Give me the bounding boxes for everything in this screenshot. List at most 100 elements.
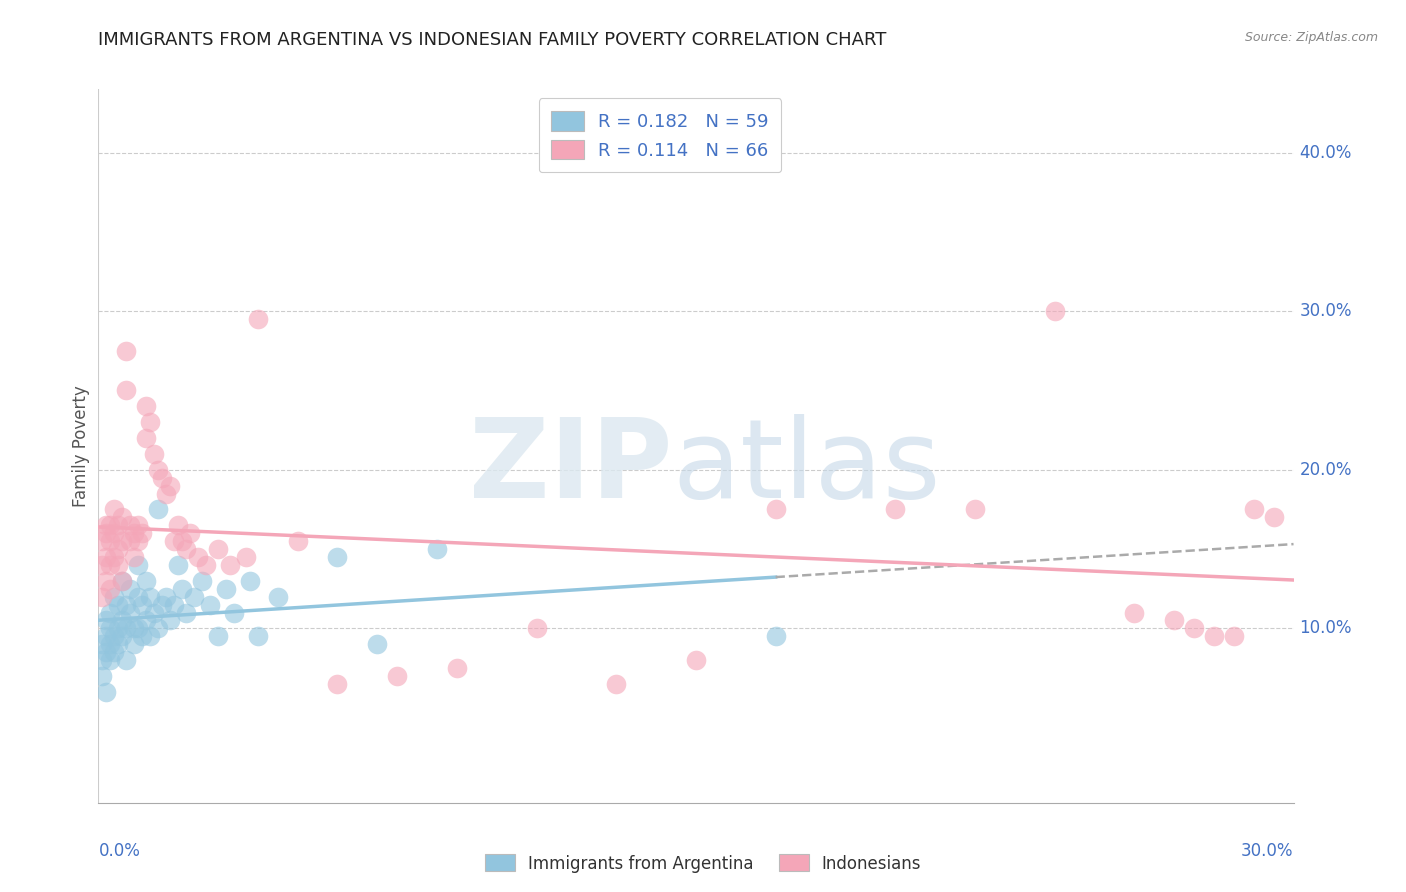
Point: [246, 629, 269, 643]
Point: [167, 518, 190, 533]
Point: [120, 606, 142, 620]
Point: [131, 598, 153, 612]
Point: [1263, 510, 1285, 524]
Point: [91, 590, 114, 604]
Point: [159, 614, 181, 628]
Point: [1182, 621, 1205, 635]
Point: [159, 478, 181, 492]
Text: 30.0%: 30.0%: [1299, 302, 1353, 320]
Point: [326, 549, 349, 564]
Point: [172, 534, 194, 549]
Point: [884, 502, 907, 516]
Point: [143, 606, 166, 620]
Point: [98, 621, 122, 635]
Point: [163, 534, 186, 549]
Point: [111, 614, 134, 628]
Point: [127, 558, 149, 572]
Point: [446, 661, 468, 675]
Point: [96, 574, 118, 588]
Point: [96, 518, 118, 533]
Point: [1202, 629, 1225, 643]
Text: 20.0%: 20.0%: [1299, 461, 1353, 479]
Point: [91, 669, 114, 683]
Point: [111, 629, 134, 643]
Point: [135, 431, 157, 445]
Point: [127, 621, 149, 635]
Point: [187, 549, 209, 564]
Point: [326, 677, 349, 691]
Point: [103, 629, 125, 643]
Point: [107, 621, 129, 635]
Point: [115, 343, 138, 358]
Point: [91, 637, 114, 651]
Point: [127, 590, 149, 604]
Point: [385, 669, 409, 683]
Point: [98, 653, 122, 667]
Point: [135, 400, 157, 414]
Point: [107, 518, 129, 533]
Point: [222, 606, 245, 620]
Point: [139, 629, 162, 643]
Point: [1163, 614, 1185, 628]
Point: [135, 574, 157, 588]
Point: [103, 502, 125, 516]
Point: [120, 518, 142, 533]
Point: [120, 534, 142, 549]
Point: [103, 549, 125, 564]
Point: [98, 558, 122, 572]
Point: [195, 558, 218, 572]
Point: [246, 312, 269, 326]
Point: [107, 598, 129, 612]
Point: [143, 447, 166, 461]
Point: [1243, 502, 1265, 516]
Point: [91, 653, 114, 667]
Point: [127, 518, 149, 533]
Point: [219, 558, 242, 572]
Point: [155, 486, 177, 500]
Text: IMMIGRANTS FROM ARGENTINA VS INDONESIAN FAMILY POVERTY CORRELATION CHART: IMMIGRANTS FROM ARGENTINA VS INDONESIAN …: [98, 31, 887, 49]
Text: atlas: atlas: [672, 414, 941, 521]
Point: [103, 645, 125, 659]
Point: [235, 549, 257, 564]
Point: [96, 629, 118, 643]
Point: [174, 542, 197, 557]
Point: [111, 534, 134, 549]
Point: [207, 542, 229, 557]
Point: [98, 582, 122, 596]
Point: [124, 549, 146, 564]
Point: [148, 463, 170, 477]
Point: [115, 384, 138, 398]
Point: [91, 558, 114, 572]
Point: [111, 574, 134, 588]
Point: [111, 574, 134, 588]
Point: [174, 606, 197, 620]
Point: [155, 590, 177, 604]
Point: [107, 558, 129, 572]
Point: [139, 590, 162, 604]
Point: [124, 637, 146, 651]
Point: [183, 590, 205, 604]
Point: [1123, 606, 1146, 620]
Point: [127, 534, 149, 549]
Point: [150, 598, 173, 612]
Point: [765, 629, 787, 643]
Text: 10.0%: 10.0%: [1299, 619, 1353, 638]
Point: [98, 637, 122, 651]
Point: [131, 629, 153, 643]
Point: [98, 606, 122, 620]
Point: [1223, 629, 1246, 643]
Text: 0.0%: 0.0%: [98, 842, 141, 860]
Point: [115, 621, 138, 635]
Point: [107, 542, 129, 557]
Y-axis label: Family Poverty: Family Poverty: [72, 385, 90, 507]
Point: [91, 534, 114, 549]
Point: [96, 526, 118, 541]
Point: [215, 582, 238, 596]
Point: [111, 510, 134, 524]
Point: [163, 598, 186, 612]
Point: [179, 526, 201, 541]
Point: [426, 542, 449, 557]
Point: [98, 518, 122, 533]
Point: [115, 598, 138, 612]
Point: [135, 614, 157, 628]
